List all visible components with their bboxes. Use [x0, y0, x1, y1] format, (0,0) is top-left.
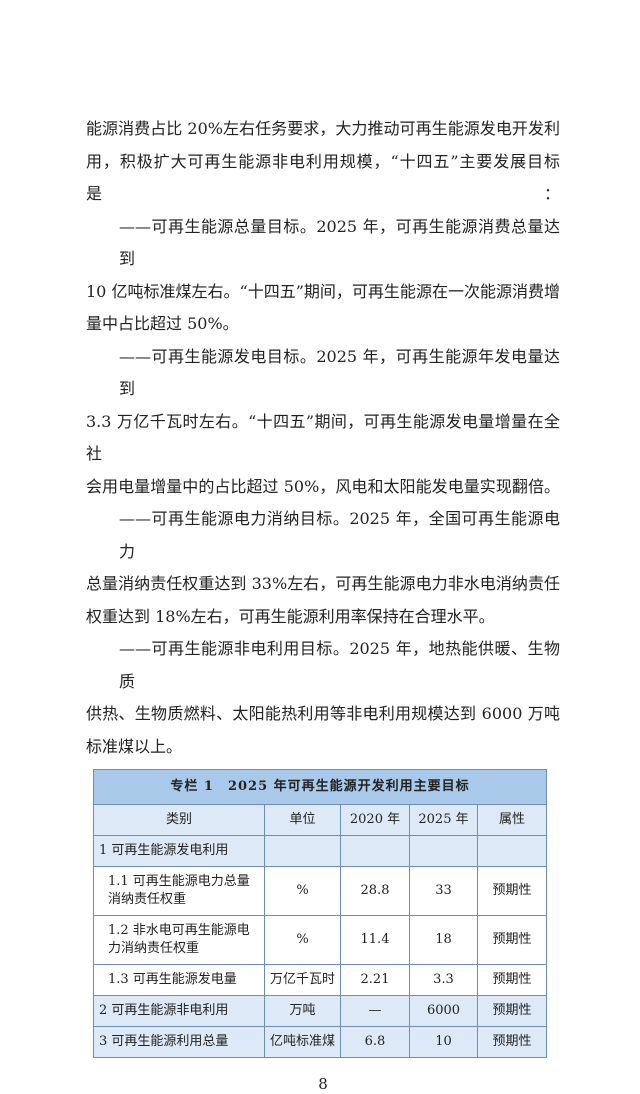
cell-category: 1.1 可再生能源电力总量消纳责任权重 — [93, 866, 265, 916]
cell-2025: 3.3 — [409, 964, 478, 996]
cell-category: 1 可再生能源发电利用 — [93, 835, 265, 867]
cell-category: 1.3 可再生能源发电量 — [93, 964, 265, 996]
cell — [264, 835, 341, 867]
table-row: 1.2 非水电可再生能源电力消纳责任权重 % 11.4 18 预期性 — [93, 915, 548, 965]
cell-unit: % — [264, 866, 341, 916]
cell-2025: 10 — [409, 1026, 478, 1058]
cell-2020: 2.21 — [340, 964, 410, 996]
cell-category: 2 可再生能源非电利用 — [93, 995, 265, 1027]
body-text: 能源消费占比 20%左右任务要求，大力推动可再生能源发电开发利 用，积极扩大可再… — [86, 113, 560, 763]
table-row: 1 可再生能源发电利用 — [93, 835, 548, 867]
text-line: 10 亿吨标准煤左右。“十四五”期间，可再生能源在一次能源消费增 — [86, 281, 560, 301]
cell-unit: 亿吨标准煤 — [264, 1026, 341, 1058]
cell-attribute: 预期性 — [476, 964, 548, 996]
text-line: 能源消费占比 20%左右任务要求，大力推动可再生能源发电开发利 — [86, 119, 560, 138]
text-line: ——可再生能源发电目标。2025 年，可再生能源年发电量达到 — [119, 346, 560, 399]
text-line: 标准煤以上。 — [86, 736, 183, 756]
header-category: 类别 — [93, 804, 265, 836]
cell-2020: 6.8 — [340, 1026, 410, 1058]
cell-unit: 万亿千瓦时 — [264, 964, 341, 996]
text-line: ——可再生能源总量目标。2025 年，可再生能源消费总量达到 — [119, 216, 560, 269]
header-unit: 单位 — [264, 804, 341, 836]
cell-attribute: 预期性 — [476, 866, 548, 916]
text-line: 权重达到 18%左右，可再生能源利用率保持在合理水平。 — [86, 606, 495, 626]
table-row: 2 可再生能源非电利用 万吨 — 6000 预期性 — [93, 995, 548, 1027]
table-row: 1.1 可再生能源电力总量消纳责任权重 % 28.8 33 预期性 — [93, 866, 548, 916]
header-2020: 2020 年 — [340, 804, 410, 836]
cell-category: 1.2 非水电可再生能源电力消纳责任权重 — [93, 915, 265, 965]
cell — [476, 835, 548, 867]
text-line: 用，积极扩大可再生能源非电利用规模，“十四五”主要发展目标是： — [86, 151, 560, 204]
cell-attribute: 预期性 — [476, 915, 548, 965]
text-line: 总量消纳责任权重达到 33%左右，可再生能源电力非水电消纳责任 — [86, 574, 560, 593]
cell-unit: % — [264, 915, 341, 965]
table-title-row: 专栏 1 2025 年可再生能源开发利用主要目标 — [92, 769, 548, 805]
cell-2025: 18 — [409, 915, 478, 965]
cell-attribute: 预期性 — [476, 995, 548, 1027]
text-line: ——可再生能源非电利用目标。2025 年，地热能供暖、生物质 — [119, 639, 560, 691]
cell-unit: 万吨 — [264, 995, 341, 1027]
cell-2020: 28.8 — [340, 866, 410, 916]
cell-2025: 33 — [409, 866, 478, 916]
cell-attribute: 预期性 — [476, 1026, 548, 1058]
page-number: 8 — [318, 1075, 328, 1093]
header-attribute: 属性 — [476, 804, 548, 836]
text-line: ——可再生能源电力消纳目标。2025 年，全国可再生能源电力 — [119, 509, 560, 561]
header-2025: 2025 年 — [409, 804, 478, 836]
page-content: 能源消费占比 20%左右任务要求，大力推动可再生能源发电开发利 用，积极扩大可再… — [86, 113, 560, 1094]
table-title: 专栏 1 2025 年可再生能源开发利用主要目标 — [92, 769, 548, 805]
text-line: 会用电量增量中的占比超过 50%，风电和太阳能发电量实现翻倍。 — [86, 476, 560, 496]
text-line: 3.3 万亿千瓦时左右。“十四五”期间，可再生能源发电量增量在全社 — [86, 411, 560, 464]
table-header-row: 类别 单位 2020 年 2025 年 属性 — [93, 804, 548, 836]
cell-category: 3 可再生能源利用总量 — [93, 1026, 265, 1058]
cell — [340, 835, 410, 867]
cell-2020: — — [340, 995, 410, 1027]
table-row: 3 可再生能源利用总量 亿吨标准煤 6.8 10 预期性 — [93, 1026, 548, 1058]
text-line: 供热、生物质燃料、太阳能热利用等非电利用规模达到 6000 万吨 — [86, 704, 560, 723]
text-line: 量中占比超过 50%。 — [86, 314, 239, 333]
cell-2025: 6000 — [409, 995, 478, 1027]
cell-2020: 11.4 — [340, 915, 410, 965]
cell — [409, 835, 478, 867]
targets-table: 专栏 1 2025 年可再生能源开发利用主要目标 类别 单位 2020 年 20… — [92, 769, 548, 1058]
table-row: 1.3 可再生能源发电量 万亿千瓦时 2.21 3.3 预期性 — [93, 964, 548, 996]
